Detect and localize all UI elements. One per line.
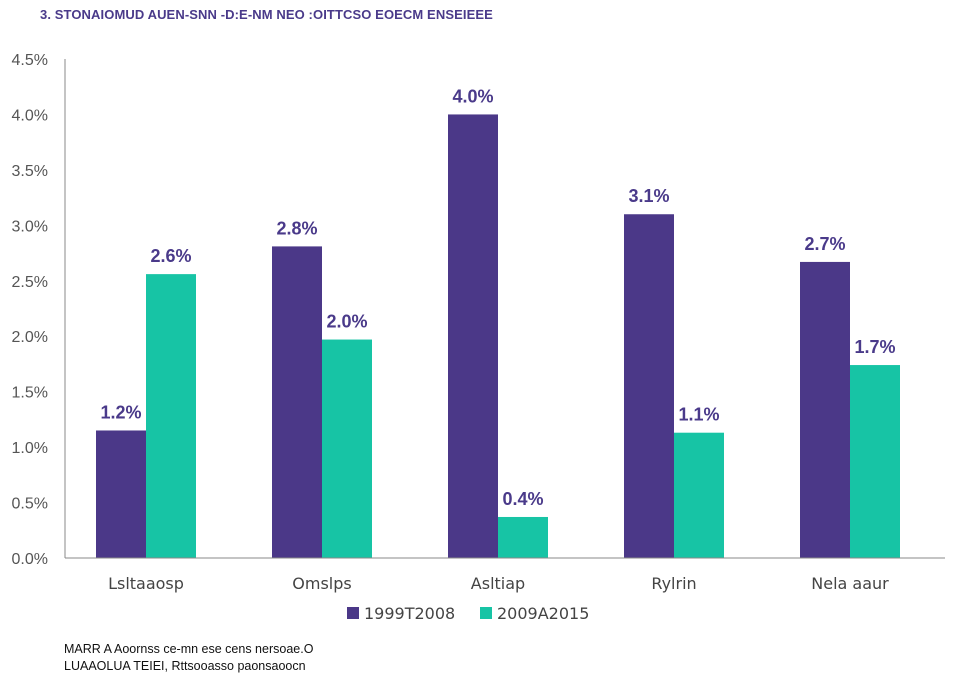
category-label: Asltiap [471,574,525,593]
data-label: 2.7% [804,234,845,254]
y-tick-label: 4.5% [12,52,48,69]
legend-swatch [347,607,359,619]
y-tick-label: 4.0% [12,107,48,124]
data-label: 2.0% [326,312,367,332]
y-tick-label: 2.5% [12,274,48,291]
bar-series-1 [624,214,674,558]
data-label: 1.7% [854,337,895,357]
legend-swatch [480,607,492,619]
x-axis: Lsltaaosp Omslps Asltiap Rylrin Nela aaur [65,557,945,593]
chart-title: 3. STONAIOMUD AUEN-SNN -D:E-NM NEO :OITT… [40,7,493,22]
source-line-1: MARR A Aoornss ce-mn ese cens nersoae.O [64,642,314,656]
y-tick-label: 0.5% [12,496,48,513]
data-label: 4.0% [452,86,493,106]
legend-label: 1999T2008 [364,604,455,623]
bar-series-2 [322,339,372,558]
bars [96,114,900,558]
data-label: 1.2% [100,402,141,422]
source-line-2: LUAAOLUA TEIEI, Rttsooasso paonsaoocn [64,659,306,673]
y-tick-label: 1.0% [12,440,48,457]
category-label: Lsltaaosp [108,574,184,593]
source-note: MARR A Aoornss ce-mn ese cens nersoae.O … [64,641,313,675]
y-tick-label: 0.0% [12,551,48,568]
legend-label: 2009A2015 [497,604,589,623]
category-label: Omslps [292,574,351,593]
bar-series-2 [498,516,548,558]
data-label: 1.1% [678,405,719,425]
y-tick-label: 2.0% [12,329,48,346]
bar-series-2 [146,274,196,558]
category-label: Nela aaur [811,574,889,593]
data-label: 3.1% [628,186,669,206]
data-label: 2.6% [150,246,191,266]
bar-series-1 [96,430,146,558]
y-tick-label: 3.0% [12,218,48,235]
bar-series-1 [800,261,850,558]
legend: 1999T2008 2009A2015 [347,604,589,623]
data-label: 0.4% [502,489,543,509]
y-tick-label: 3.5% [12,163,48,180]
bar-series-2 [850,365,900,558]
y-tick-label: 1.5% [12,385,48,402]
category-label: Rylrin [651,574,696,593]
bar-series-1 [448,114,498,558]
data-label: 2.8% [276,218,317,238]
bar-series-1 [272,246,322,558]
data-labels: 1.2% 2.6% 2.8% 2.0% 4.0% 0.4% 3.1% 1.1% 2.7% 1.7% [100,86,895,509]
y-axis: 0.0% 0.5% 1.0% 1.5% 2.0% 2.5% 3.0% 3.5% 4.0% 4.5% [12,52,66,568]
bar-series-2 [674,432,724,558]
